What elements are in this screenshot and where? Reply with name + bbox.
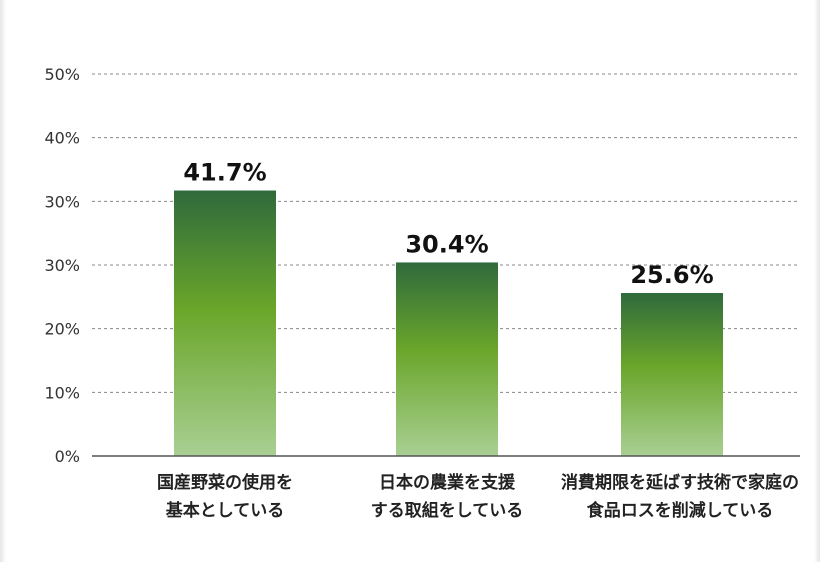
y-tick-label: 20% <box>44 320 80 339</box>
y-axis-ticks: 0% 10% 20% 30% 30% 40% 50% <box>44 65 80 466</box>
category-label: 日本の農業を支援 <box>379 472 516 493</box>
category-label: 国産野菜の使用を <box>157 472 293 493</box>
bar-value-label: 30.4% <box>405 230 488 258</box>
y-tick-label: 50% <box>44 65 80 84</box>
category-label: する取組をしている <box>371 500 524 521</box>
category-label: 消費期限を延ばす技術で家庭の <box>561 472 799 493</box>
y-tick-label: 30% <box>44 256 80 275</box>
y-tick-label: 10% <box>44 383 80 402</box>
left-edge-shadow <box>0 0 6 562</box>
right-edge-shadow <box>814 0 820 562</box>
bar <box>621 293 723 456</box>
bar-value-label: 25.6% <box>630 261 713 289</box>
value-labels: 41.7% 30.4% 25.6% <box>183 159 713 290</box>
y-tick-label: 30% <box>44 192 80 211</box>
y-tick-label: 40% <box>44 129 80 148</box>
y-tick-label: 0% <box>55 447 80 466</box>
bars <box>174 190 723 456</box>
category-label: 基本としている <box>165 500 285 521</box>
bar-value-label: 41.7% <box>183 159 266 187</box>
bar <box>396 262 498 456</box>
bar <box>174 190 276 456</box>
category-label: 食品ロスを削減している <box>587 500 774 521</box>
